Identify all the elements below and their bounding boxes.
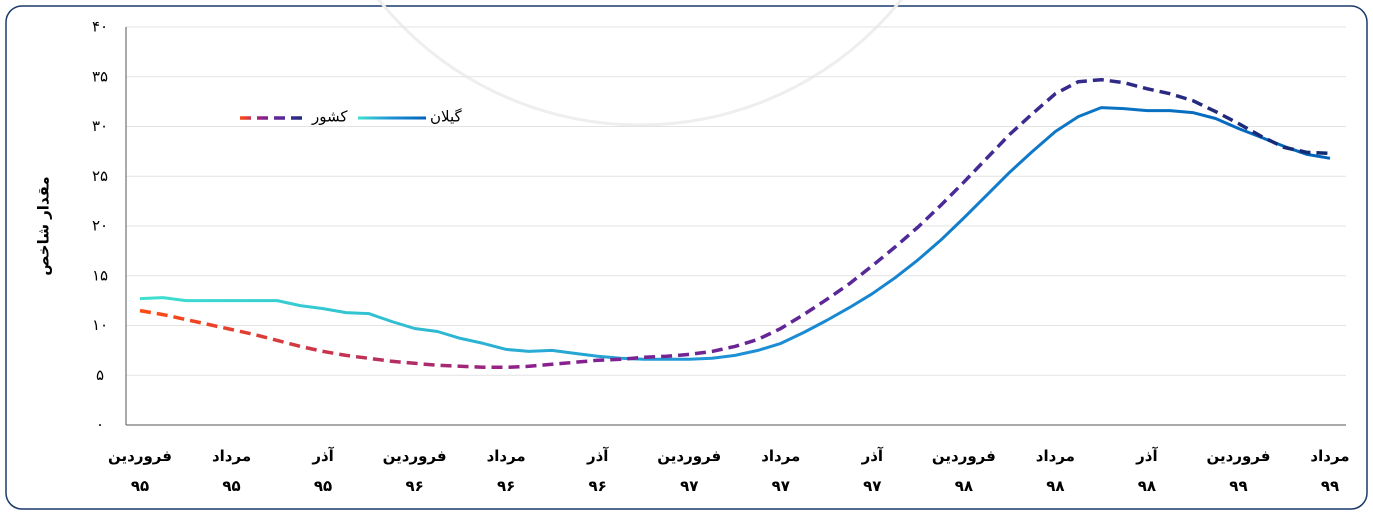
x-tick-label-line: آذر bbox=[861, 447, 884, 465]
x-tick-label-line: ۹۸ bbox=[1046, 477, 1064, 495]
x-tick-label: فروردین ۹۵ bbox=[108, 447, 172, 495]
x-tick-label-line: آذر bbox=[311, 447, 334, 465]
x-tick-label: مرداد ۹۸ bbox=[1036, 447, 1075, 495]
x-tick-label-line: ۹۵ bbox=[314, 477, 332, 495]
x-tick-label-line: ۹۶ bbox=[497, 477, 515, 495]
x-tick-label: مرداد ۹۷ bbox=[761, 447, 800, 495]
x-tick-label: فروردین ۹۶ bbox=[383, 447, 447, 495]
y-tick-label: ۱۵ bbox=[92, 266, 108, 284]
x-tick-label-line: ۹۶ bbox=[405, 477, 423, 495]
x-tick-label-line: آذر bbox=[1135, 447, 1158, 465]
x-tick-label-line: مرداد bbox=[761, 447, 800, 465]
y-tick-label: ۰ bbox=[96, 416, 104, 434]
series-line bbox=[139, 106, 1331, 361]
x-tick-label-line: ۹۵ bbox=[222, 477, 240, 495]
x-tick-label-line: ۹۷ bbox=[680, 477, 698, 495]
x-tick-label: فروردین ۹۹ bbox=[1206, 447, 1270, 495]
x-tick-label-line: فروردین bbox=[383, 447, 447, 465]
x-tick-label: آذر ۹۸ bbox=[1135, 447, 1158, 495]
x-tick-label: آذر ۹۶ bbox=[586, 447, 609, 495]
x-tick-label-line: ۹۹ bbox=[1229, 477, 1247, 495]
series-line bbox=[139, 77, 1331, 370]
x-tick-label-line: ۹۷ bbox=[772, 477, 790, 495]
x-tick-label-line: ۹۹ bbox=[1321, 477, 1339, 495]
x-tick-label: مرداد ۹۶ bbox=[487, 447, 526, 495]
x-tick-label-line: ۹۷ bbox=[863, 477, 881, 495]
x-tick-label: فروردین ۹۷ bbox=[657, 447, 721, 495]
y-tick-label: ۵ bbox=[96, 366, 104, 384]
y-tick-label: ۳۰ bbox=[92, 117, 108, 135]
x-tick-label: فروردین ۹۸ bbox=[932, 447, 996, 495]
watermark bbox=[377, 0, 903, 127]
x-tick-label-line: مرداد bbox=[1310, 447, 1349, 465]
y-tick-label: ۲۰ bbox=[92, 217, 108, 235]
y-tick-label: ۲۵ bbox=[92, 167, 108, 185]
x-tick-label-line: ۹۶ bbox=[589, 477, 607, 495]
x-tick-label-line: مرداد bbox=[1036, 447, 1075, 465]
frame bbox=[5, 5, 1368, 510]
x-tick-label-line: فروردین bbox=[1206, 447, 1270, 465]
x-tick-label-line: مرداد bbox=[212, 447, 251, 465]
y-tick-label: ۳۵ bbox=[92, 67, 108, 85]
x-tick-label: مرداد ۹۵ bbox=[212, 447, 251, 495]
x-tick-label-line: ۹۸ bbox=[1138, 477, 1156, 495]
y-tick-label: ۴۰ bbox=[92, 18, 108, 36]
x-tick-label-line: ۹۵ bbox=[131, 477, 149, 495]
y-tick-label: ۱۰ bbox=[92, 316, 108, 334]
x-tick-label-line: فروردین bbox=[932, 447, 996, 465]
x-tick-label: آذر ۹۵ bbox=[311, 447, 334, 495]
x-tick-label-line: مرداد bbox=[487, 447, 526, 465]
x-tick-label-line: آذر bbox=[586, 447, 609, 465]
x-tick-label: مرداد ۹۹ bbox=[1310, 447, 1349, 495]
x-tick-label-line: فروردین bbox=[108, 447, 172, 465]
y-axis-label: مقدار شاخص bbox=[35, 176, 53, 275]
x-tick-label-line: فروردین bbox=[657, 447, 721, 465]
legend-label: گیلان bbox=[430, 108, 462, 126]
x-tick-label: آذر ۹۷ bbox=[861, 447, 884, 495]
legend-label: کشور bbox=[311, 108, 348, 126]
x-tick-label-line: ۹۸ bbox=[955, 477, 973, 495]
